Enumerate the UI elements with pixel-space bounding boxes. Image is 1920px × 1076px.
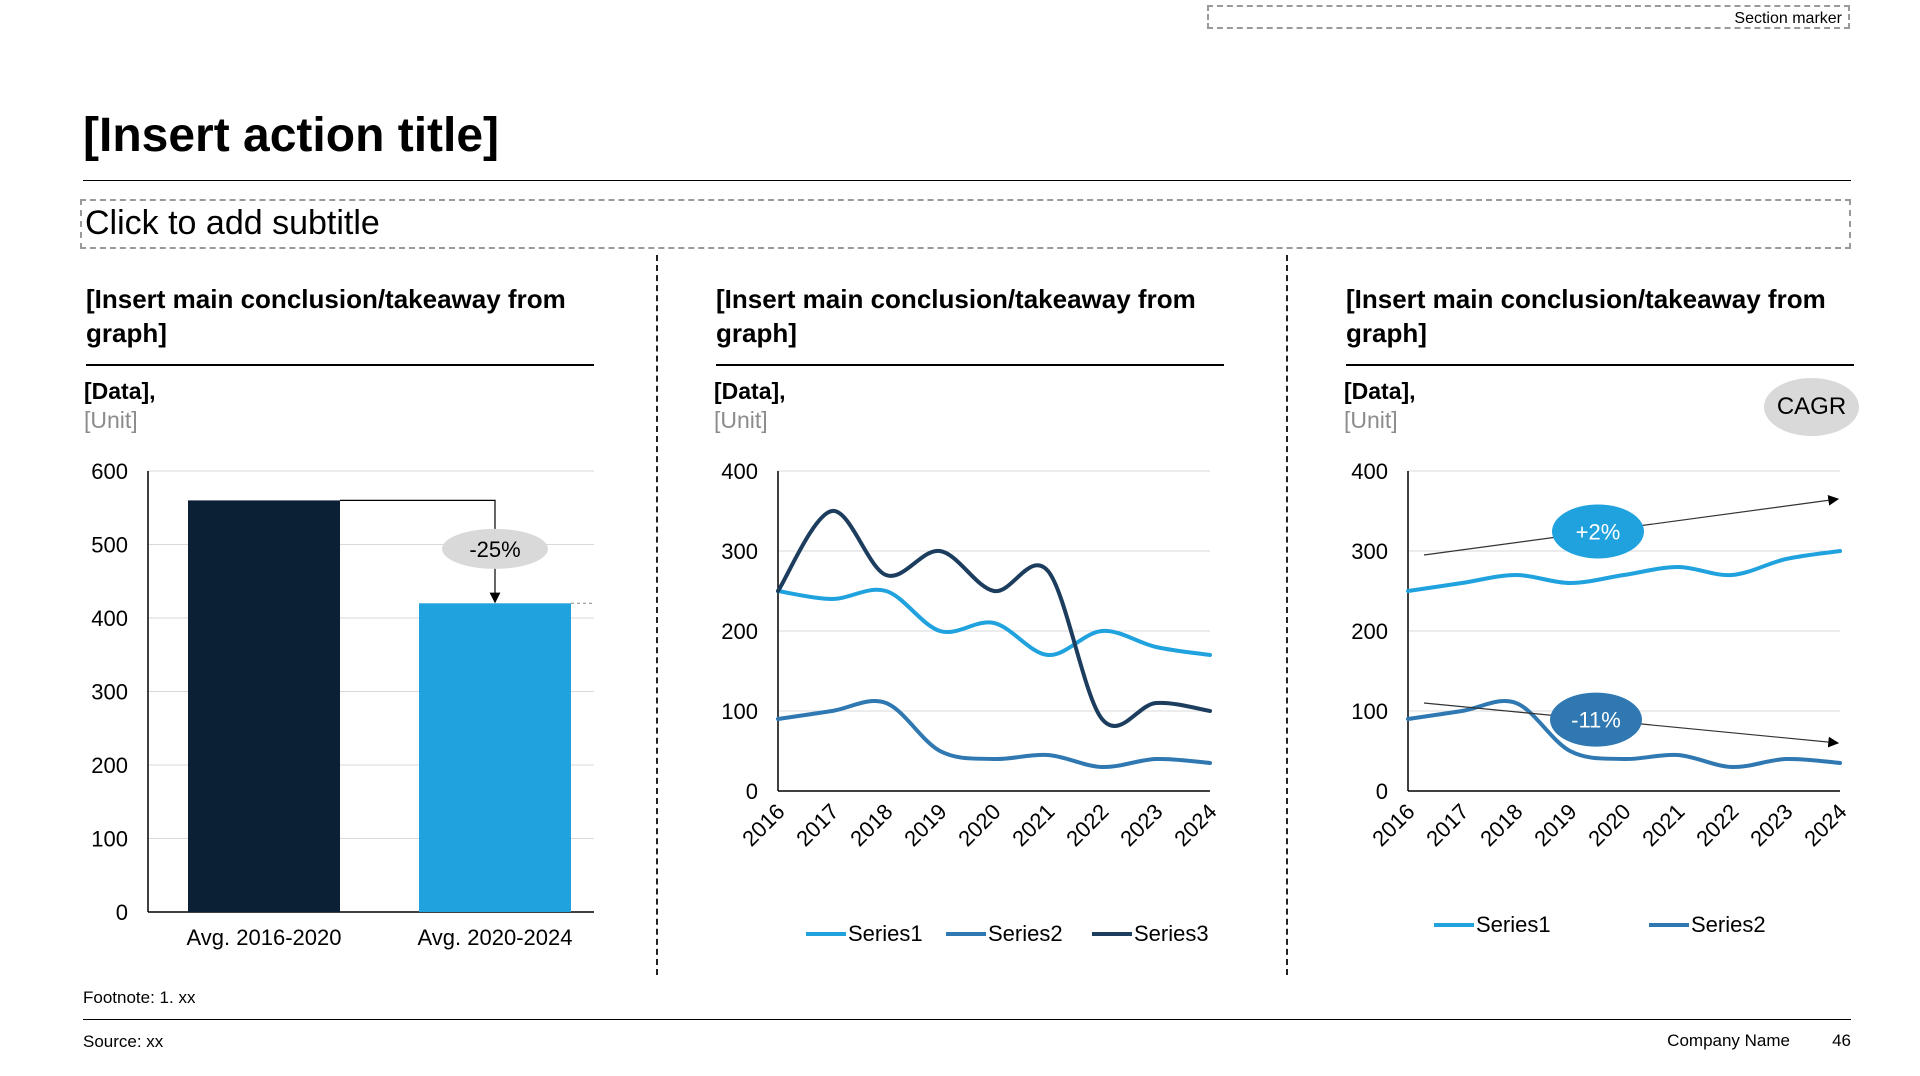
legend-label: Series1: [1476, 912, 1551, 937]
source-note[interactable]: Source: xx: [83, 1032, 164, 1051]
y-tick-label: 100: [721, 699, 758, 724]
cagr-label: +2%: [1576, 519, 1621, 544]
y-tick-label: 300: [91, 680, 128, 705]
cagr-label: -11%: [1571, 708, 1621, 733]
y-tick-label: 400: [1351, 459, 1388, 484]
change-label: -25%: [469, 537, 520, 562]
series-line-series1: [1406, 549, 1842, 593]
legend-label: Series2: [988, 921, 1063, 946]
data-label: [Data],: [84, 378, 156, 404]
unit-label: [Unit]: [1344, 407, 1398, 433]
section-marker: Section marker: [1207, 5, 1850, 29]
bar-chart[interactable]: 0 100 200 300 400 500 600 Avg. 2016-2020 Avg. 20…: [84, 280, 594, 980]
cagr-bubble: [1550, 692, 1642, 747]
cagr-badge: CAGR: [1764, 378, 1859, 436]
y-tick-label: 0: [116, 900, 128, 925]
panel-bar-chart: [Insert main conclusion/takeaway from gr…: [84, 280, 594, 980]
bar: [188, 500, 340, 912]
panel-divider: [1346, 364, 1854, 366]
x-tick-label: 2019: [899, 799, 951, 851]
x-tick-label: 2021: [1007, 799, 1059, 851]
panel-divider: [716, 364, 1224, 366]
y-tick-label: 0: [1376, 779, 1388, 804]
unit-label: [Unit]: [714, 407, 768, 433]
panel-conclusion[interactable]: [Insert main conclusion/takeaway from gr…: [1346, 284, 1826, 348]
x-tick-label: 2023: [1745, 799, 1797, 851]
series-line-series2: [776, 699, 1212, 770]
y-tick-label: 500: [91, 533, 128, 558]
y-tick-label: 200: [721, 619, 758, 644]
y-tick-label: 100: [91, 827, 128, 852]
footer-divider: [83, 1019, 1851, 1020]
y-tick-label: 0: [746, 779, 758, 804]
x-tick-label: 2020: [953, 799, 1005, 851]
series-line-series3: [776, 509, 1212, 728]
cagr-bubble: [1552, 504, 1644, 559]
x-tick-label: 2024: [1169, 799, 1221, 851]
x-tick-label: 2017: [1421, 799, 1473, 851]
x-tick-label: 2023: [1115, 799, 1167, 851]
subtitle-placeholder[interactable]: Click to add subtitle: [80, 199, 1851, 249]
x-tick-label: 2022: [1061, 799, 1113, 851]
legend-label: Series2: [1691, 912, 1766, 937]
x-tick-label: 2020: [1583, 799, 1635, 851]
data-label: [Data],: [1344, 378, 1416, 404]
y-tick-label: 600: [91, 459, 128, 484]
column-separator-1: [656, 255, 658, 975]
x-tick-label: 2018: [1475, 799, 1527, 851]
data-label: [Data],: [714, 378, 786, 404]
x-tick-label: 2024: [1799, 799, 1851, 851]
page-title[interactable]: [Insert action title]: [83, 109, 500, 162]
series-line-series1: [776, 587, 1212, 657]
x-tick-label: 2018: [845, 799, 897, 851]
legend-label: Series1: [848, 921, 923, 946]
page-number: 46: [1832, 1031, 1851, 1050]
x-tick-label: 2016: [737, 799, 789, 851]
company-name: Company Name: [1667, 1031, 1790, 1050]
y-tick-label: 100: [1351, 699, 1388, 724]
y-tick-label: 300: [1351, 539, 1388, 564]
x-tick-label: Avg. 2020-2024: [418, 925, 573, 950]
x-tick-label: 2016: [1367, 799, 1419, 851]
column-separator-2: [1286, 255, 1288, 975]
panel-divider: [86, 364, 594, 366]
x-tick-label: 2019: [1529, 799, 1581, 851]
change-bubble: [442, 528, 548, 569]
x-tick-label: Avg. 2016-2020: [187, 925, 342, 950]
footnote[interactable]: Footnote: 1. xx: [83, 988, 196, 1007]
panel-conclusion[interactable]: [Insert main conclusion/takeaway from gr…: [716, 284, 1196, 348]
series-line-series2: [1406, 699, 1842, 770]
bar: [419, 603, 571, 912]
y-tick-label: 200: [91, 753, 128, 778]
y-tick-label: 400: [91, 606, 128, 631]
x-tick-label: 2022: [1691, 799, 1743, 851]
y-tick-label: 200: [1351, 619, 1388, 644]
panel-cagr-chart: [Insert main conclusion/takeaway from gr…: [1344, 280, 1859, 980]
x-tick-label: 2017: [791, 799, 843, 851]
title-divider: [83, 180, 1851, 181]
y-tick-label: 300: [721, 539, 758, 564]
panel-conclusion[interactable]: [Insert main conclusion/takeaway from gr…: [86, 284, 566, 348]
unit-label: [Unit]: [84, 407, 138, 433]
panel-line-chart: [Insert main conclusion/takeaway from gr…: [714, 280, 1224, 980]
x-tick-label: 2021: [1637, 799, 1689, 851]
y-tick-label: 400: [721, 459, 758, 484]
legend-label: Series3: [1134, 921, 1209, 946]
